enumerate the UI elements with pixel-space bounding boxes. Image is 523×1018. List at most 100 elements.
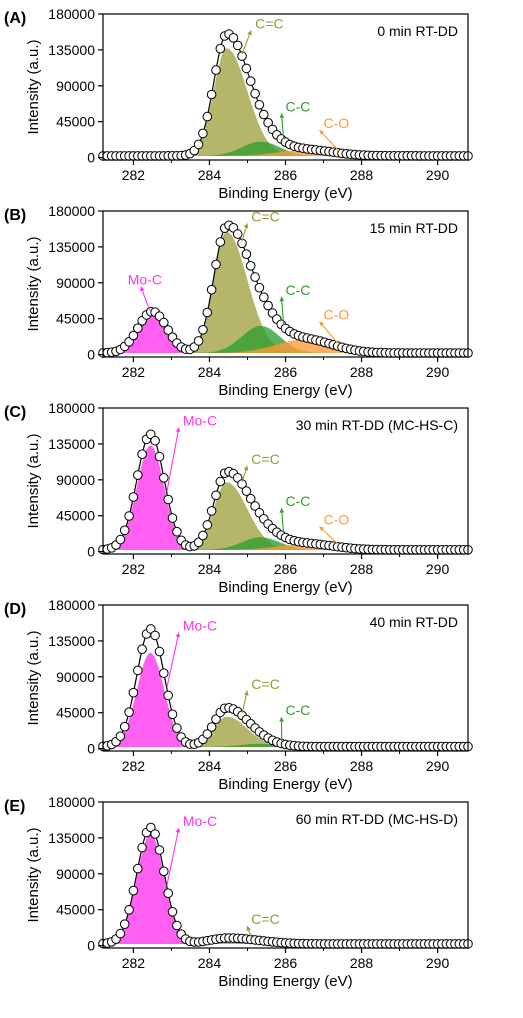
- y-tick-label: 135000: [48, 42, 95, 58]
- data-point: [198, 128, 208, 139]
- data-point: [241, 486, 252, 496]
- y-tick-label: 135000: [48, 436, 95, 452]
- data-point: [228, 33, 239, 43]
- data-point: [124, 511, 134, 521]
- annotation-label-c-c: C=C: [251, 676, 279, 692]
- data-point: [154, 845, 165, 855]
- y-tick-label: 0: [87, 347, 95, 363]
- y-tick-label: 45000: [56, 114, 95, 130]
- component-fill-c-o: [103, 339, 468, 353]
- data-point: [137, 644, 147, 655]
- y-tick-label: 90000: [56, 866, 95, 882]
- annotation-arrow-line: [319, 129, 340, 152]
- data-point: [193, 537, 204, 548]
- data-point: [159, 473, 169, 483]
- data-point: [172, 920, 182, 931]
- annotation-arrow-head: [279, 113, 285, 118]
- annotation-label-c-c: C-C: [286, 702, 311, 718]
- data-point: [237, 238, 247, 249]
- y-tick-label: 90000: [56, 472, 95, 488]
- component-fill-mo-c: [103, 311, 468, 353]
- data-point: [211, 259, 221, 270]
- y-tick-label: 0: [87, 938, 95, 954]
- panel-title: 0 min RT-DD: [377, 23, 458, 39]
- y-tick-label: 90000: [56, 275, 95, 291]
- data-point: [254, 100, 265, 110]
- data-point: [163, 494, 173, 505]
- annotation-arrow-head: [243, 690, 249, 696]
- data-point: [163, 325, 173, 335]
- x-tick-label: 282: [122, 364, 146, 380]
- data-point: [163, 888, 173, 899]
- data-point: [259, 109, 269, 120]
- data-point: [172, 723, 182, 733]
- annotation-arrow-head: [175, 827, 181, 833]
- y-tick-label: 0: [87, 741, 95, 757]
- annotation-arrow-head: [246, 926, 251, 931]
- y-tick-label: 90000: [56, 78, 95, 94]
- x-tick-label: 288: [350, 561, 374, 577]
- annotation-label-c-c: C-C: [286, 282, 311, 298]
- x-axis-label: Binding Energy (eV): [218, 185, 352, 202]
- data-point: [250, 501, 260, 511]
- y-tick-label: 135000: [48, 239, 95, 255]
- data-point: [206, 89, 217, 100]
- data-point: [211, 65, 221, 75]
- y-tick-label: 45000: [56, 311, 95, 327]
- annotation-arrow-head: [175, 632, 181, 638]
- x-tick-label: 284: [198, 758, 222, 774]
- data-point: [119, 525, 130, 536]
- x-axis-label: Binding Energy (eV): [218, 579, 352, 596]
- data-point: [245, 493, 256, 504]
- annotation-arrow-head: [279, 296, 285, 302]
- component-fill-c-o: [103, 150, 468, 156]
- data-point: [150, 829, 160, 839]
- data-point: [163, 690, 173, 701]
- annotation-label-c-o: C-O: [324, 307, 350, 323]
- data-point: [245, 261, 256, 271]
- x-tick-label: 284: [198, 561, 222, 577]
- data-point: [202, 307, 213, 318]
- panel-label: (A): [4, 10, 26, 27]
- data-point: [263, 117, 273, 128]
- annotation-arrow-head: [319, 130, 325, 135]
- x-tick-label: 284: [198, 364, 222, 380]
- x-tick-label: 286: [274, 364, 298, 380]
- y-axis-label: Intensity (a.u.): [25, 433, 42, 528]
- annotation-arrow-head: [247, 30, 252, 36]
- annotation-arrow-head: [175, 427, 181, 433]
- y-axis-label: Intensity (a.u.): [25, 827, 42, 922]
- x-tick-label: 288: [350, 955, 374, 971]
- data-point: [202, 111, 213, 122]
- data-point: [202, 729, 213, 739]
- y-axis-label: Intensity (a.u.): [25, 39, 42, 134]
- y-tick-label: 180000: [48, 597, 95, 613]
- panel-title: 40 min RT-DD: [370, 614, 458, 630]
- x-axis-label: Binding Energy (eV): [218, 776, 352, 793]
- x-tick-label: 284: [198, 167, 222, 183]
- y-axis-label: Intensity (a.u.): [25, 630, 42, 725]
- x-tick-label: 290: [426, 561, 450, 577]
- component-fill-mo-c: [103, 445, 468, 550]
- y-tick-label: 45000: [56, 705, 95, 721]
- data-point: [133, 863, 143, 874]
- data-point: [133, 665, 143, 676]
- data-point: [245, 76, 256, 86]
- data-point: [119, 721, 130, 732]
- data-point: [124, 707, 134, 718]
- data-point: [159, 866, 169, 877]
- data-point: [133, 323, 143, 334]
- data-point: [128, 492, 139, 502]
- x-axis-label: Binding Energy (eV): [218, 382, 352, 399]
- data-point: [146, 822, 156, 833]
- data-point: [215, 43, 226, 54]
- component-fill-mo-c: [103, 833, 468, 944]
- x-axis-label: Binding Energy (eV): [218, 973, 352, 990]
- data-point: [128, 330, 139, 341]
- component-fill-mo-c: [103, 652, 468, 747]
- x-tick-label: 290: [426, 167, 450, 183]
- data-point: [250, 272, 260, 282]
- x-tick-label: 284: [198, 955, 222, 971]
- x-tick-label: 286: [274, 758, 298, 774]
